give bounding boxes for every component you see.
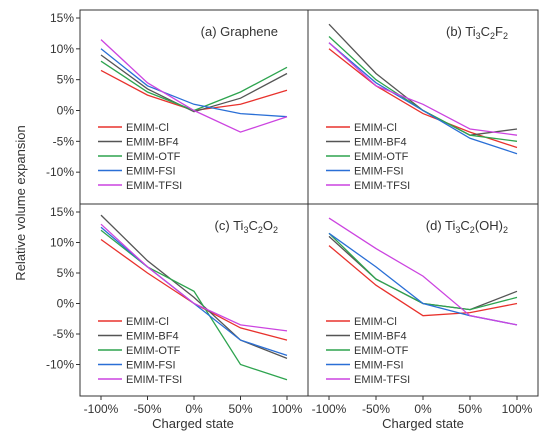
y-tick-label: 10%: [50, 236, 74, 250]
panel-title: (c) Ti3C2O2: [215, 218, 278, 235]
y-tick-label: 5%: [57, 73, 75, 87]
x-axis-label-right: Charged state: [382, 416, 464, 431]
x-tick-label: 100%: [272, 402, 303, 416]
x-tick-label: -100%: [312, 402, 347, 416]
panel-title: (a) Graphene: [201, 24, 278, 39]
series-line: [100, 223, 288, 332]
panel-frame: [79, 9, 309, 205]
legend-label: EMIM-BF4: [354, 137, 407, 149]
y-tick-label: -5%: [53, 134, 75, 148]
legend-label: EMIM-Cl: [126, 122, 169, 134]
y-tick-label: 5%: [57, 266, 75, 280]
legend-label: EMIM-FSI: [354, 166, 404, 178]
legend-label: EMIM-TFSI: [126, 180, 182, 192]
y-axis-label: Relative volume expansion: [13, 125, 28, 280]
legend-label: EMIM-OTF: [354, 151, 409, 163]
x-tick-label: 100%: [502, 402, 533, 416]
x-tick-label: 50%: [228, 402, 252, 416]
x-tick-label: 0%: [185, 402, 203, 416]
panel-title: (d) Ti3C2(OH)2: [426, 218, 508, 235]
legend-label: EMIM-Cl: [354, 122, 397, 134]
x-tick-label: -100%: [84, 402, 119, 416]
legend-label: EMIM-TFSI: [354, 180, 410, 192]
chart-panel: -10% -5% 0% 5% 10% 15% (a) Graphene EMIM-Cl EMIM…: [46, 9, 309, 205]
chart-panel: -10% -5% 0% 5% 10% 15% -100% -50% 0% 50% 100% (c) T…: [46, 203, 309, 416]
y-tick-label: 15%: [50, 11, 74, 25]
x-tick-label: -50%: [133, 402, 161, 416]
series-line: [328, 42, 518, 136]
series-line: [100, 39, 288, 133]
y-tick-label: -5%: [53, 327, 75, 341]
legend-label: EMIM-FSI: [354, 360, 404, 372]
y-tick-label: 0%: [57, 297, 75, 311]
legend-label: EMIM-OTF: [126, 345, 181, 357]
legend-label: EMIM-FSI: [126, 360, 176, 372]
series-line: [328, 217, 518, 326]
series-line: [328, 245, 518, 317]
series-line: [100, 48, 288, 118]
x-tick-label: 50%: [458, 402, 482, 416]
legend-label: EMIM-OTF: [126, 151, 181, 163]
series-line: [100, 54, 288, 113]
series-line: [328, 235, 518, 311]
y-tick-label: -10%: [46, 165, 74, 179]
legend-label: EMIM-TFSI: [354, 374, 410, 386]
legend-label: EMIM-BF4: [126, 331, 179, 343]
series-line: [100, 214, 288, 360]
y-tick-label: 10%: [50, 42, 74, 56]
chart-panel: -100% -50% 0% 50% 100% (d) Ti3C2(OH)2 EMIM-Cl E…: [307, 203, 539, 416]
x-axis-label-left: Charged state: [152, 416, 234, 431]
series-line: [328, 42, 518, 155]
series-line: [100, 229, 288, 381]
y-tick-label: 15%: [50, 205, 74, 219]
panel-title: (b) Ti3C2F2: [446, 24, 508, 41]
y-tick-label: 0%: [57, 104, 75, 118]
legend-label: EMIM-FSI: [126, 166, 176, 178]
series-line: [328, 23, 518, 136]
x-tick-label: 0%: [414, 402, 432, 416]
legend-label: EMIM-TFSI: [126, 374, 182, 386]
chart-panel: (b) Ti3C2F2 EMIM-Cl EMIM-BF4 EMIM-OTF EMIM-F…: [307, 9, 539, 205]
legend-label: EMIM-OTF: [354, 345, 409, 357]
series-line: [328, 232, 518, 326]
legend-label: EMIM-Cl: [354, 316, 397, 328]
legend-label: EMIM-BF4: [126, 137, 179, 149]
x-tick-label: -50%: [362, 402, 390, 416]
legend-label: EMIM-BF4: [354, 331, 407, 343]
legend-label: EMIM-Cl: [126, 316, 169, 328]
y-tick-label: -10%: [46, 358, 74, 372]
series-line: [328, 232, 518, 311]
